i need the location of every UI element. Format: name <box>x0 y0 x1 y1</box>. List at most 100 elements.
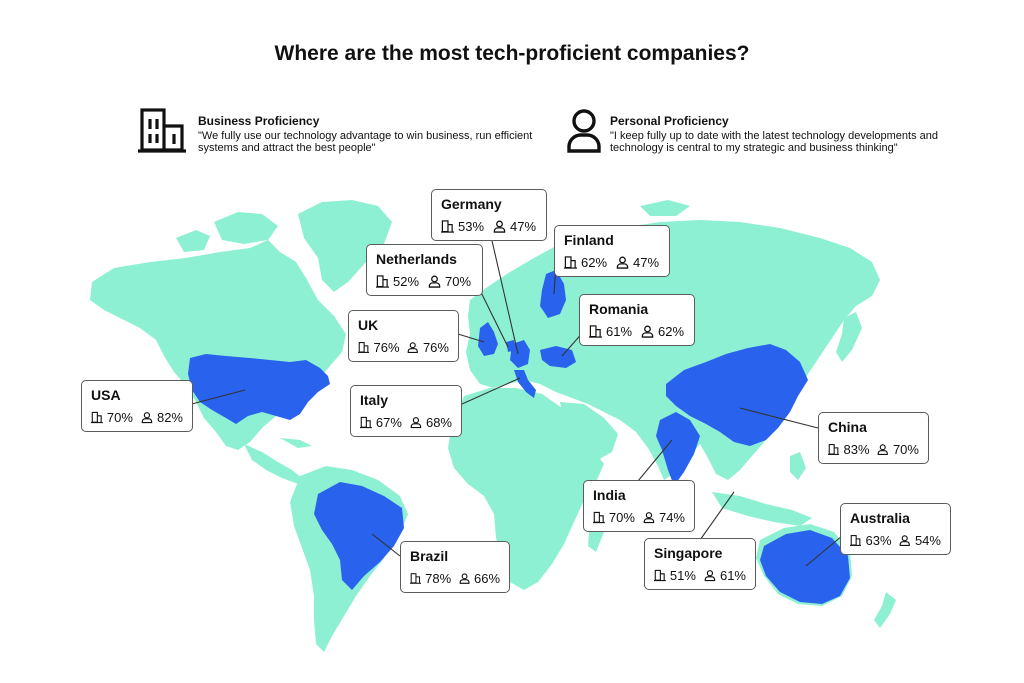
person-icon <box>616 256 629 269</box>
leader-australia <box>805 535 843 567</box>
leader-lines <box>187 231 843 567</box>
landmass-philippines <box>790 452 806 480</box>
person-icon <box>567 109 601 153</box>
person-icon <box>641 325 654 338</box>
callout-china: China 83% 70% <box>818 412 929 464</box>
callout-germany: Germany 53% 47% <box>431 189 547 241</box>
country-shape-romania <box>540 346 576 368</box>
callout-usa: USA 70% 82% <box>81 380 193 432</box>
building-icon <box>564 256 577 269</box>
country-shape-china <box>666 344 808 446</box>
person-icon <box>141 412 153 424</box>
building-icon <box>376 275 389 288</box>
legend-personal: Personal Proficiency "I keep fully up to… <box>566 108 970 154</box>
country-shape-uk <box>478 322 498 356</box>
landmass-arabia <box>560 402 618 462</box>
landmass-japan <box>836 312 862 362</box>
country-name: Australia <box>850 510 910 526</box>
personal-value: 68% <box>425 415 452 430</box>
leader-china <box>739 407 819 429</box>
personal-value: 54% <box>914 533 941 548</box>
personal-value: 47% <box>633 255 660 270</box>
callout-romania: Romania 61% 62% <box>579 294 695 346</box>
country-name: Brazil <box>410 548 449 564</box>
person-icon <box>900 535 911 546</box>
person-icon <box>704 570 716 582</box>
business-value: 83% <box>843 442 870 457</box>
legend-personal-description: "I keep fully up to date with the latest… <box>610 130 939 154</box>
country-name: Netherlands <box>376 251 457 267</box>
person-icon <box>410 417 422 429</box>
country-name: Romania <box>589 301 649 317</box>
legend-business: Business Proficiency "We fully use our t… <box>138 108 558 154</box>
country-name: UK <box>358 317 379 333</box>
personal-value: 82% <box>156 410 183 425</box>
person-icon <box>643 512 655 524</box>
page-title: Where are the most tech-proficient compa… <box>274 42 750 65</box>
legend-business-title: Business Proficiency <box>198 114 320 128</box>
leader-germany <box>489 231 519 355</box>
callout-italy: Italy 67% 68% <box>350 385 462 437</box>
building-icon <box>138 108 186 153</box>
country-name: Italy <box>360 392 389 408</box>
country-name: Germany <box>441 196 502 212</box>
building-icon <box>441 220 454 233</box>
callout-singapore: Singapore 51% 61% <box>644 538 756 590</box>
person-icon <box>459 573 470 584</box>
callout-australia: Australia 63% 54% <box>840 503 951 555</box>
landmass-caribbean <box>280 438 312 448</box>
person-icon <box>428 275 441 288</box>
building-icon <box>360 416 372 429</box>
country-name: USA <box>91 387 121 403</box>
person-icon <box>493 220 506 233</box>
callout-uk: UK 76% 76% <box>348 310 459 362</box>
business-value: 67% <box>375 415 402 430</box>
leader-italy <box>461 377 521 405</box>
country-shape-italy <box>514 370 536 398</box>
business-value: 70% <box>608 510 635 525</box>
building-icon <box>828 444 840 455</box>
leader-uk <box>457 333 485 343</box>
landmass-new-zealand <box>874 592 896 628</box>
landmass-arctic-russia <box>640 200 690 216</box>
leader-india <box>637 439 673 482</box>
personal-value: 61% <box>719 568 746 583</box>
leader-brazil <box>371 533 401 557</box>
building-icon <box>654 569 666 582</box>
personal-value: 76% <box>422 340 449 355</box>
landmass-greenland <box>298 200 392 292</box>
building-icon <box>91 411 103 424</box>
person-icon <box>878 444 889 455</box>
callout-netherlands: Netherlands 52% 70% <box>366 244 483 296</box>
landmass-africa <box>448 388 604 590</box>
business-value: 70% <box>106 410 133 425</box>
country-name: Singapore <box>654 545 723 561</box>
leader-usa <box>187 389 246 406</box>
country-shape-usa <box>188 354 330 424</box>
country-name: China <box>828 419 867 435</box>
business-value: 76% <box>373 340 400 355</box>
legend-personal-title: Personal Proficiency <box>610 114 729 128</box>
business-value: 52% <box>393 274 420 289</box>
landmass-indonesia <box>712 492 812 526</box>
personal-value: 66% <box>473 571 501 586</box>
country-shape-germany <box>510 340 530 368</box>
landmass-arctic-islands <box>214 212 278 244</box>
person-icon <box>408 342 419 353</box>
personal-value: 62% <box>658 324 685 339</box>
building-icon <box>593 511 605 524</box>
personal-value: 47% <box>510 219 537 234</box>
landmass-arctic-islands-2 <box>176 230 210 252</box>
building-icon <box>589 325 602 338</box>
country-shape-brazil <box>314 482 404 590</box>
building-icon <box>410 573 422 584</box>
country-shape-india <box>656 412 700 486</box>
leader-singapore <box>699 491 735 541</box>
building-icon <box>850 535 862 546</box>
country-shape-finland <box>540 270 566 318</box>
business-value: 61% <box>606 324 633 339</box>
personal-value: 74% <box>658 510 685 525</box>
business-value: 51% <box>669 568 696 583</box>
highlighted-countries <box>188 270 850 604</box>
